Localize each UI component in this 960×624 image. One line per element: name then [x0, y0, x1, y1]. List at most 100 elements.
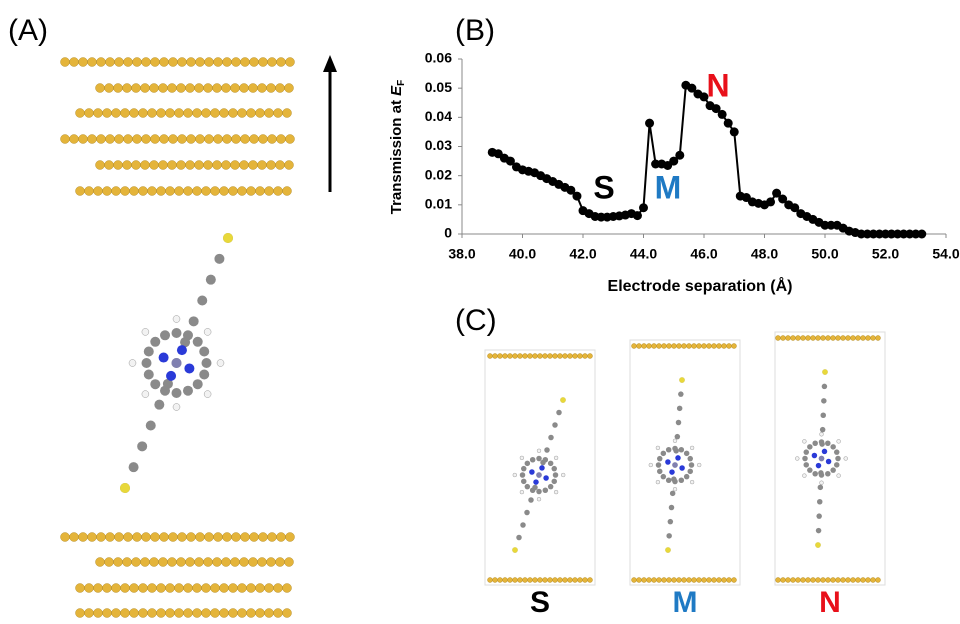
gold-atom: [528, 578, 533, 583]
gold-atom: [130, 187, 139, 196]
gold-atom: [846, 336, 851, 341]
gold-atom: [150, 161, 159, 170]
hydrogen-atom: [690, 480, 694, 484]
gold-atom: [702, 578, 707, 583]
gold-atom: [61, 135, 70, 144]
gold-atom: [776, 336, 781, 341]
gold-atom: [214, 135, 223, 144]
gold-atom: [150, 84, 159, 93]
nitrogen-atom: [822, 449, 828, 455]
gold-atom: [528, 354, 533, 359]
gold-atom: [841, 336, 846, 341]
gold-atom: [166, 584, 175, 593]
gold-atom: [717, 344, 722, 349]
gold-atom: [488, 354, 493, 359]
hydrogen-atom: [844, 457, 848, 461]
gold-atom: [276, 558, 285, 567]
metal-atom: [172, 358, 182, 368]
gold-atom: [70, 533, 79, 542]
gold-atom: [776, 578, 781, 583]
hydrogen-atom: [697, 463, 701, 467]
gold-atom: [214, 533, 223, 542]
gold-atom: [259, 533, 268, 542]
gold-atom: [258, 161, 267, 170]
gold-atom: [103, 109, 112, 118]
hydrogen-atom: [673, 487, 677, 491]
carbon-atom: [206, 275, 216, 285]
gold-atom: [124, 533, 133, 542]
gold-atom: [229, 187, 238, 196]
x-tick-label: 52.0: [872, 246, 899, 262]
y-tick-label: 0.02: [425, 166, 452, 182]
gold-atom: [178, 58, 187, 67]
x-tick-label: 50.0: [811, 246, 838, 262]
gold-atom: [232, 58, 241, 67]
gold-atom: [178, 533, 187, 542]
nitrogen-atom: [177, 345, 187, 355]
carbon-atom: [679, 447, 685, 453]
gold-atom: [876, 578, 881, 583]
gold-atom: [583, 578, 588, 583]
carbon-atom: [536, 489, 542, 495]
carbon-atom: [820, 427, 826, 433]
gold-atom: [85, 584, 94, 593]
gold-atom: [283, 609, 292, 618]
gold-atom: [211, 609, 220, 618]
gold-atom: [112, 584, 121, 593]
gold-atom: [816, 336, 821, 341]
gold-atom: [106, 533, 115, 542]
gold-atom: [151, 135, 160, 144]
gold-atom: [94, 609, 103, 618]
x-tick-label: 40.0: [509, 246, 536, 262]
gold-atom: [141, 84, 150, 93]
gold-atom: [204, 84, 213, 93]
gold-atom: [114, 84, 123, 93]
gold-atom: [513, 578, 518, 583]
carbon-atom: [548, 461, 554, 467]
carbon-atom: [804, 449, 810, 455]
carbon-atom: [687, 456, 693, 462]
y-tick-label: 0.03: [425, 137, 452, 153]
carbon-atom: [144, 347, 154, 357]
carbon-atom: [530, 457, 536, 463]
gold-atom: [677, 344, 682, 349]
gold-atom: [157, 584, 166, 593]
gold-atom: [139, 584, 148, 593]
x-tick-label: 48.0: [751, 246, 778, 262]
gold-atom: [732, 578, 737, 583]
carbon-atom: [144, 369, 154, 379]
carbon-atom: [834, 462, 840, 468]
metal-atom: [536, 472, 542, 478]
annotation: N: [706, 67, 729, 103]
gold-atom: [861, 336, 866, 341]
gold-atom: [112, 187, 121, 196]
data-point: [639, 203, 648, 212]
gold-atom: [222, 84, 231, 93]
gold-atom: [223, 135, 232, 144]
gold-atom: [866, 336, 871, 341]
figure: (A) (B) (C) Electrode separation (Å) Tra…: [0, 0, 960, 619]
gold-atom: [130, 584, 139, 593]
hydrogen-atom: [649, 463, 653, 467]
carbon-atom: [676, 420, 682, 426]
gold-atom: [276, 84, 285, 93]
hydrogen-atom: [173, 316, 180, 323]
gold-atom: [232, 533, 241, 542]
gold-atom: [213, 161, 222, 170]
gold-atom: [573, 578, 578, 583]
gold-atom: [105, 558, 114, 567]
gold-atom: [160, 533, 169, 542]
hydrogen-atom: [537, 497, 541, 501]
gold-atom: [861, 578, 866, 583]
gold-atom: [642, 344, 647, 349]
gold-atom: [697, 578, 702, 583]
gold-atom: [836, 336, 841, 341]
structure-label: M: [673, 586, 698, 619]
gold-atom: [277, 533, 286, 542]
gold-atom: [103, 187, 112, 196]
gold-atom: [105, 161, 114, 170]
gold-atom: [202, 584, 211, 593]
gold-atom: [96, 558, 105, 567]
gold-atom: [267, 161, 276, 170]
